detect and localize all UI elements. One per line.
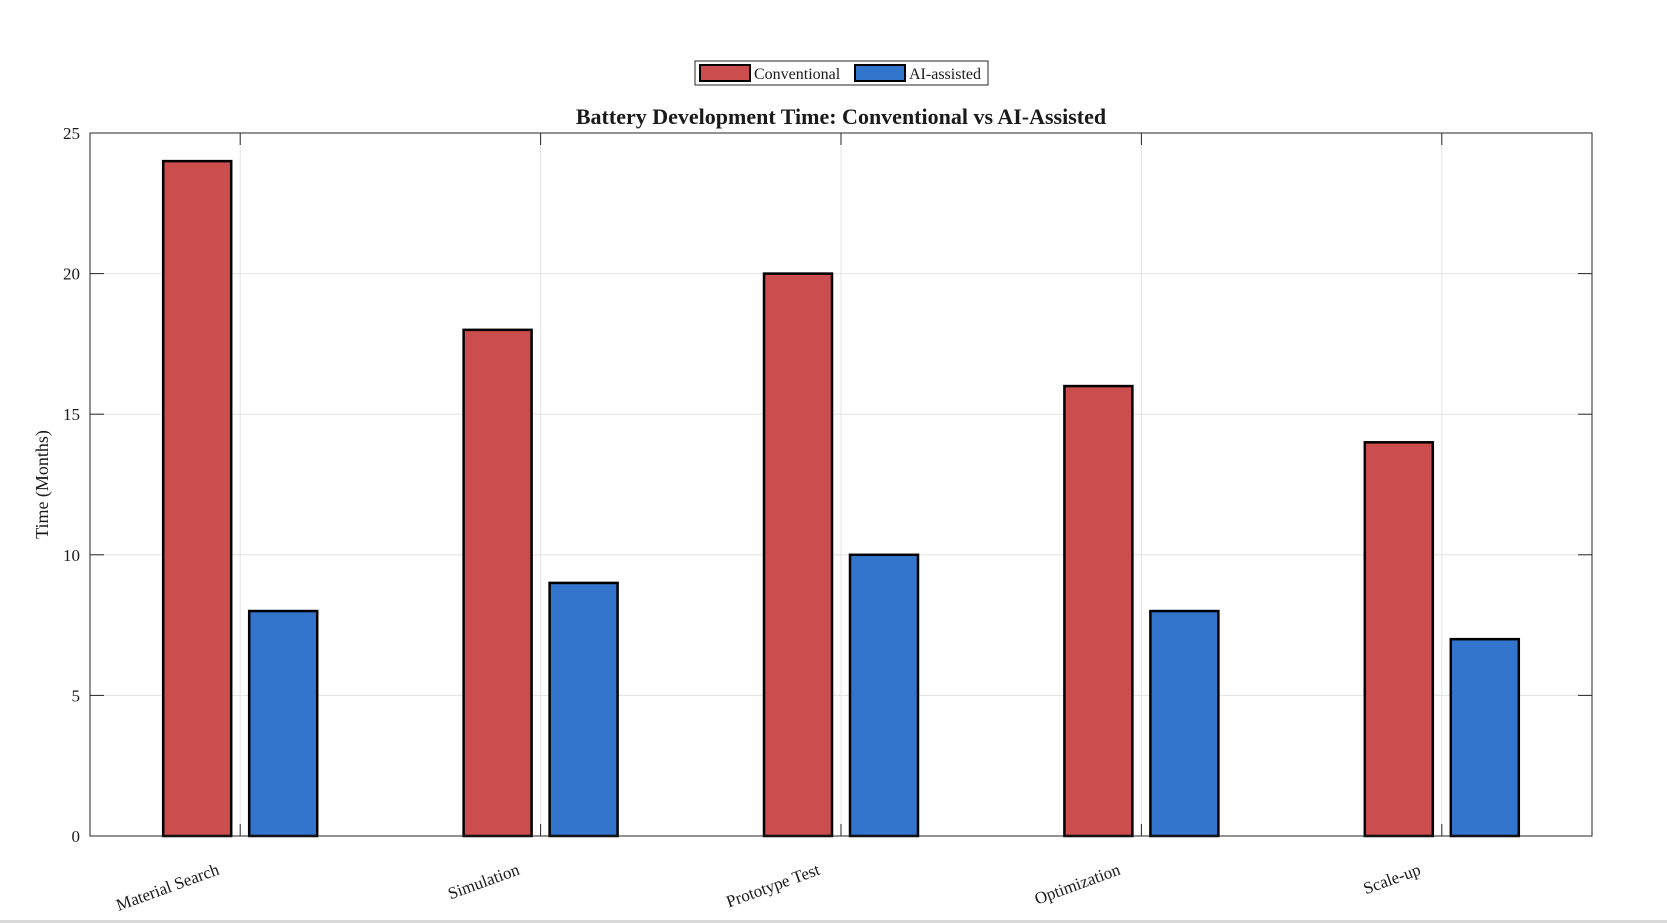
gridlines — [90, 133, 1592, 836]
y-tick-label: 5 — [72, 686, 81, 705]
x-tick-label: Prototype Test — [724, 860, 823, 912]
x-tick-labels: Material Search Simulation Prototype Test O… — [113, 860, 1423, 915]
legend-label-conventional: Conventional — [754, 66, 841, 83]
axis-ticks — [90, 132, 1592, 837]
x-tick-label: Scale-up — [1361, 860, 1423, 898]
y-tick-labels: 0 5 10 15 20 25 — [63, 124, 80, 846]
bar-conventional-prototype-test — [762, 272, 834, 838]
y-tick-label: 25 — [63, 124, 80, 143]
x-tick-label: Simulation — [445, 860, 522, 904]
y-axis-label: Time (Months) — [32, 430, 53, 539]
bars — [161, 159, 1521, 838]
legend: Conventional AI-assisted — [694, 60, 989, 86]
legend-label-ai-assisted: AI-assisted — [909, 66, 981, 83]
bar-conventional-simulation — [462, 328, 533, 838]
y-tick-label: 0 — [72, 827, 81, 846]
bar-ai-assisted-material-search — [247, 609, 319, 838]
bar-ai-assisted-scale-up — [1449, 637, 1521, 838]
legend-swatch-ai-assisted — [854, 64, 906, 82]
x-tick-label: Optimization — [1032, 860, 1123, 909]
chart-title: Battery Development Time: Conventional v… — [576, 104, 1106, 129]
bar-ai-assisted-optimization — [1149, 609, 1220, 838]
bar-ai-assisted-prototype-test — [848, 553, 920, 838]
bar-conventional-scale-up — [1363, 441, 1435, 838]
y-tick-label: 20 — [63, 265, 80, 284]
bottom-divider — [0, 920, 1667, 923]
bar-ai-assisted-simulation — [548, 581, 619, 838]
bar-conventional-material-search — [161, 159, 233, 838]
y-tick-label: 10 — [63, 546, 80, 565]
x-tick-label: Material Search — [113, 860, 222, 915]
y-tick-label: 15 — [63, 405, 80, 424]
legend-swatch-conventional — [699, 64, 751, 82]
bar-conventional-optimization — [1063, 384, 1134, 838]
